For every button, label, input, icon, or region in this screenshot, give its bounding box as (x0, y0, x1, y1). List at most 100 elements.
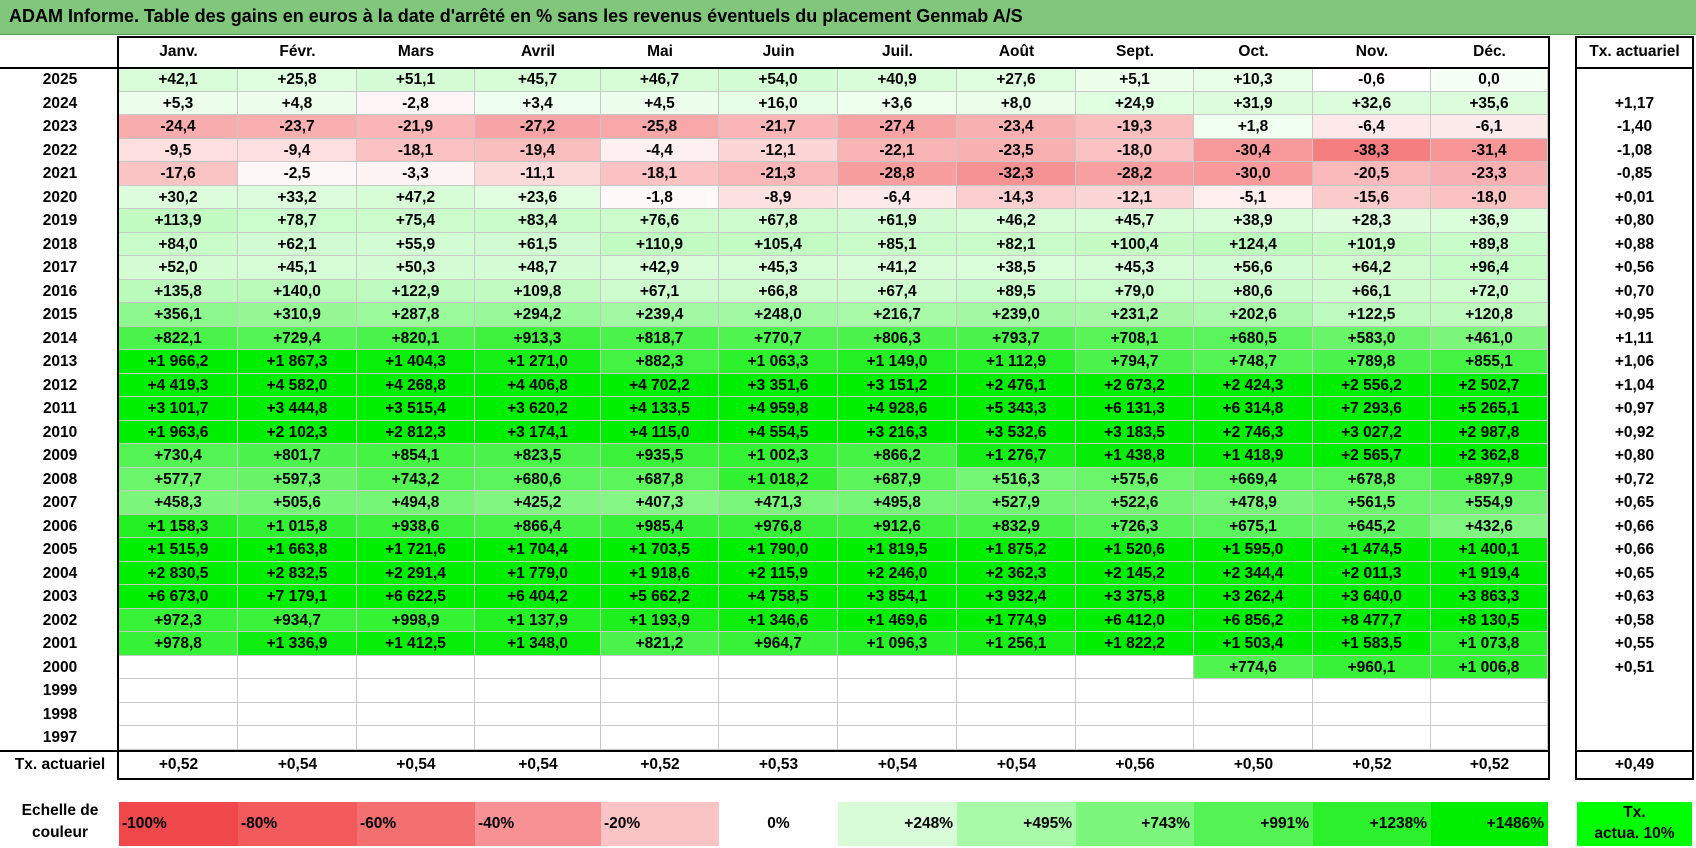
tx-total-value: +0,49 (1614, 755, 1655, 773)
table-cell: +495,8 (838, 491, 957, 515)
table-cell (601, 655, 719, 679)
table-cell: +1 002,3 (719, 444, 838, 468)
legend-label: Echelle de couleur (2, 800, 118, 848)
table-cell: +85,1 (838, 232, 957, 256)
table-cell: -12,1 (719, 138, 838, 162)
page-title: ADAM Informe. Table des gains en euros à… (9, 6, 1023, 26)
table-cell: +202,6 (1194, 303, 1313, 327)
table-cell (475, 679, 601, 703)
table-cell: +4 582,0 (238, 373, 357, 397)
table-cell: +516,3 (957, 467, 1076, 491)
table-cell: +2 424,3 (1194, 373, 1313, 397)
row-tx-value: +0,58 (1614, 611, 1655, 629)
table-cell: +3,6 (838, 91, 957, 115)
table-cell: -27,2 (475, 115, 601, 139)
table-cell: +882,3 (601, 350, 719, 374)
table-cell: +1 137,9 (475, 608, 601, 632)
table-cell (475, 702, 601, 726)
table-cell: -2,8 (357, 91, 475, 115)
table-cell: +50,3 (357, 256, 475, 280)
table-cell: -17,6 (119, 162, 238, 186)
table-cell: +6 673,0 (119, 585, 238, 609)
color-scale-step: -40% (475, 802, 601, 846)
table-cell: +5,1 (1076, 68, 1194, 92)
table-cell: -12,1 (1076, 185, 1194, 209)
table-cell: +110,9 (601, 232, 719, 256)
color-scale-step: -20% (601, 802, 719, 846)
table-cell: +28,3 (1313, 209, 1431, 233)
table-cell: +1 193,9 (601, 608, 719, 632)
year-label: 1998 (42, 705, 78, 723)
title-bar: ADAM Informe. Table des gains en euros à… (0, 0, 1696, 35)
table-cell: +3 375,8 (1076, 585, 1194, 609)
row-tx-value: -0,85 (1616, 165, 1653, 182)
table-cell: +248,0 (719, 303, 838, 327)
table-cell: +3 216,3 (838, 420, 957, 444)
table-cell: +913,3 (475, 326, 601, 350)
table-cell: +5 265,1 (1431, 397, 1548, 421)
table-cell: -18,1 (357, 138, 475, 162)
table-cell: -23,7 (238, 115, 357, 139)
table-cell: +6 856,2 (1194, 608, 1313, 632)
table-cell: +793,7 (957, 326, 1076, 350)
table-cell: +1 271,0 (475, 350, 601, 374)
row-tx-value: +0,66 (1614, 517, 1655, 535)
table-cell: +1 015,8 (238, 514, 357, 538)
table-cell: -25,8 (601, 115, 719, 139)
table-cell: +6 314,8 (1194, 397, 1313, 421)
month-header: Nov. (1355, 43, 1389, 60)
table-cell: +505,6 (238, 491, 357, 515)
legend-tx-line2: actua. 10% (1594, 825, 1675, 842)
row-tx-value: +0,65 (1614, 564, 1655, 582)
row-tx-value: +0,72 (1614, 470, 1655, 488)
table-cell: +678,8 (1313, 467, 1431, 491)
year-label: 2023 (42, 118, 78, 135)
month-header: Sept. (1116, 43, 1154, 60)
table-cell (119, 679, 238, 703)
table-cell: +36,9 (1431, 209, 1548, 233)
table-cell: -6,1 (1431, 115, 1548, 139)
table-cell: +1 073,8 (1431, 632, 1548, 656)
table-cell: +32,6 (1313, 91, 1431, 115)
table-cell: -5,1 (1194, 185, 1313, 209)
table-cell: -0,6 (1313, 68, 1431, 92)
table-cell: -19,4 (475, 138, 601, 162)
legend-tx-line1: Tx. (1623, 804, 1646, 821)
row-tx-value: +1,11 (1615, 329, 1654, 347)
table-cell: +770,7 (719, 326, 838, 350)
table-cell: +4 133,5 (601, 397, 719, 421)
table-cell: +1 096,3 (838, 632, 957, 656)
table-cell: +1 721,6 (357, 538, 475, 562)
table-cell: +478,9 (1194, 491, 1313, 515)
table-cell: +4 928,6 (838, 397, 957, 421)
table-cell: +1,8 (1194, 115, 1313, 139)
table-cell (1076, 679, 1194, 703)
year-label: 2008 (42, 470, 78, 488)
table-cell: +934,7 (238, 608, 357, 632)
table-cell: +1 790,0 (719, 538, 838, 562)
table-cell: +4,5 (601, 91, 719, 115)
table-cell: +42,9 (601, 256, 719, 280)
year-label: 2003 (42, 588, 78, 605)
table-cell: +972,3 (119, 608, 238, 632)
year-label: 1997 (42, 729, 78, 746)
row-tx-value: +0,70 (1614, 282, 1655, 300)
tx-col-row-divider (1575, 749, 1694, 752)
table-cell: +5 662,2 (601, 585, 719, 609)
table-cell: +1 063,3 (719, 350, 838, 374)
color-scale-step: -60% (357, 802, 475, 846)
table-cell: -15,6 (1313, 185, 1431, 209)
table-cell: +821,2 (601, 632, 719, 656)
color-scale-step: +1238% (1313, 802, 1431, 846)
table-cell: +78,7 (238, 209, 357, 233)
table-cell: +67,4 (838, 279, 957, 303)
table-cell: -9,4 (238, 138, 357, 162)
table-cell: +113,9 (119, 209, 238, 233)
table-cell: +4 268,8 (357, 373, 475, 397)
table-cell: +1 336,9 (238, 632, 357, 656)
table-cell (475, 655, 601, 679)
table-cell: +1 822,2 (1076, 632, 1194, 656)
table-cell: +140,0 (238, 279, 357, 303)
year-label: 2013 (42, 353, 78, 370)
table-cell (1194, 679, 1313, 703)
